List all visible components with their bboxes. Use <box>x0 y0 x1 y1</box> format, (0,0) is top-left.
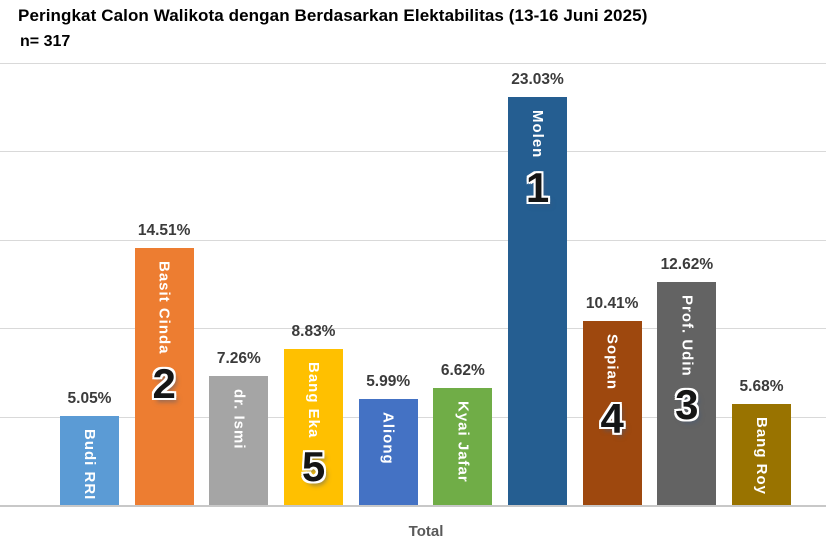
bar-name-label: Budi RRI <box>81 428 98 500</box>
bar-name-label: Prof. Udin <box>678 294 696 377</box>
bar-value-label: 8.83% <box>291 322 336 340</box>
bar-name-label: dr. Ismi <box>230 389 248 451</box>
bar-value-label: 6.62% <box>440 361 485 379</box>
bar-value-label: 10.41% <box>585 294 639 312</box>
bar-value-label: 14.51% <box>137 222 191 240</box>
x-axis-line <box>0 505 826 507</box>
bar-bang-eka: Bang Eka 5 <box>284 348 343 505</box>
bar-value-label: 7.26% <box>216 350 261 368</box>
bar-value-label: 5.68% <box>739 378 784 396</box>
chart-sample-size: n= 317 <box>20 33 71 50</box>
bar-value-label: 23.03% <box>511 71 564 89</box>
x-axis-label: Total <box>408 523 444 540</box>
bar-name-label: Kyai Jafar <box>454 400 472 483</box>
gridline-10pct <box>0 328 826 329</box>
bar-name-label: Sopian <box>603 333 621 390</box>
bar-molen: Molen 1 <box>508 97 568 505</box>
bar-bang-roy: Bang Roy <box>732 404 792 505</box>
bar-name-label: Aliong <box>379 411 397 465</box>
bar-prof-udin: Prof. Udin 3 <box>657 281 717 505</box>
bar-rank-label: 4 <box>600 394 624 442</box>
bar-value-label: 5.99% <box>366 372 411 390</box>
bar-rank-label: 1 <box>525 163 550 211</box>
gridline-25pct <box>0 62 826 64</box>
gridline-15pct <box>0 239 826 241</box>
bar-kyai-jafar: Kyai Jafar <box>433 387 493 505</box>
bar-dr-ismi: dr. Ismi <box>209 376 269 505</box>
bar-name-label: Basit Cinda <box>155 261 173 355</box>
bar-aliong: Aliong <box>358 398 418 505</box>
gridline-20pct <box>0 151 826 152</box>
bar-rank-label: 3 <box>675 381 699 429</box>
bar-value-label: 12.62% <box>660 255 714 273</box>
bar-name-label: Bang Eka <box>305 361 322 439</box>
bar-budi-rri: Budi RRI <box>60 415 119 505</box>
bar-name-label: Molen <box>529 110 547 159</box>
bar-rank-label: 5 <box>301 443 326 491</box>
bar-basit-cinda: Basit Cinda 2 <box>134 248 194 505</box>
bar-sopian: Sopian 4 <box>582 320 642 505</box>
bar-rank-label: 2 <box>152 359 176 407</box>
bar-name-label: Bang Roy <box>753 417 771 496</box>
chart-title: Peringkat Calon Walikota dengan Berdasar… <box>18 6 648 25</box>
bar-value-label: 5.05% <box>67 389 112 407</box>
